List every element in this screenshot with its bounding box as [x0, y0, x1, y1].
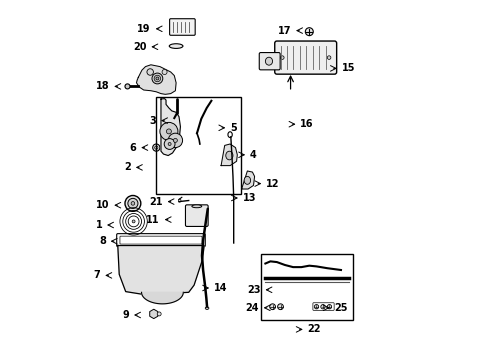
FancyBboxPatch shape: [274, 41, 336, 74]
Ellipse shape: [168, 143, 171, 145]
Ellipse shape: [157, 312, 161, 316]
Text: 17: 17: [277, 26, 291, 36]
Polygon shape: [118, 246, 204, 294]
Ellipse shape: [205, 307, 208, 310]
Text: 7: 7: [94, 270, 101, 280]
Ellipse shape: [125, 84, 130, 89]
Bar: [260, 254, 352, 320]
Ellipse shape: [173, 139, 177, 143]
Ellipse shape: [125, 195, 141, 211]
Ellipse shape: [152, 144, 160, 151]
Text: 9: 9: [122, 310, 129, 320]
Ellipse shape: [131, 202, 134, 205]
Ellipse shape: [162, 69, 167, 75]
Ellipse shape: [314, 305, 318, 309]
Ellipse shape: [244, 176, 250, 184]
Ellipse shape: [164, 139, 175, 149]
Text: 24: 24: [245, 303, 258, 313]
Text: 3: 3: [149, 116, 156, 126]
Text: 22: 22: [307, 324, 320, 334]
Text: 11: 11: [146, 215, 160, 225]
Text: 20: 20: [133, 42, 146, 52]
Text: 15: 15: [341, 63, 354, 73]
Text: 18: 18: [96, 81, 109, 91]
Text: 14: 14: [213, 283, 227, 293]
Ellipse shape: [132, 220, 135, 223]
Text: 16: 16: [300, 119, 313, 129]
Text: 21: 21: [149, 197, 163, 207]
Ellipse shape: [160, 122, 178, 140]
Text: 23: 23: [247, 285, 260, 295]
Ellipse shape: [191, 205, 202, 208]
Text: 4: 4: [249, 150, 256, 160]
Ellipse shape: [168, 133, 182, 148]
Ellipse shape: [127, 198, 138, 208]
Polygon shape: [136, 65, 176, 94]
Ellipse shape: [320, 305, 325, 309]
Text: 25: 25: [334, 303, 347, 313]
Polygon shape: [221, 144, 237, 166]
Ellipse shape: [156, 77, 159, 80]
Polygon shape: [141, 292, 183, 304]
FancyBboxPatch shape: [185, 205, 208, 226]
Ellipse shape: [305, 28, 313, 36]
FancyBboxPatch shape: [259, 53, 280, 70]
Text: 6: 6: [129, 143, 136, 153]
Bar: [156, 97, 241, 194]
Ellipse shape: [265, 57, 272, 65]
Text: 5: 5: [230, 123, 236, 133]
Text: 10: 10: [96, 200, 109, 210]
Ellipse shape: [169, 44, 183, 49]
Polygon shape: [241, 171, 254, 189]
Ellipse shape: [152, 73, 163, 84]
Ellipse shape: [166, 129, 171, 134]
Ellipse shape: [269, 304, 275, 310]
Ellipse shape: [225, 151, 232, 160]
Text: 13: 13: [242, 193, 256, 203]
Text: 12: 12: [265, 179, 279, 189]
Ellipse shape: [326, 56, 330, 59]
Ellipse shape: [280, 56, 284, 59]
Ellipse shape: [154, 75, 160, 82]
Text: 2: 2: [124, 162, 131, 172]
Ellipse shape: [146, 69, 153, 75]
Text: 8: 8: [99, 236, 106, 246]
Polygon shape: [161, 99, 180, 156]
Text: 19: 19: [137, 24, 151, 34]
Ellipse shape: [277, 304, 283, 310]
Ellipse shape: [326, 305, 331, 309]
Text: 1: 1: [95, 220, 102, 230]
FancyBboxPatch shape: [169, 19, 195, 35]
